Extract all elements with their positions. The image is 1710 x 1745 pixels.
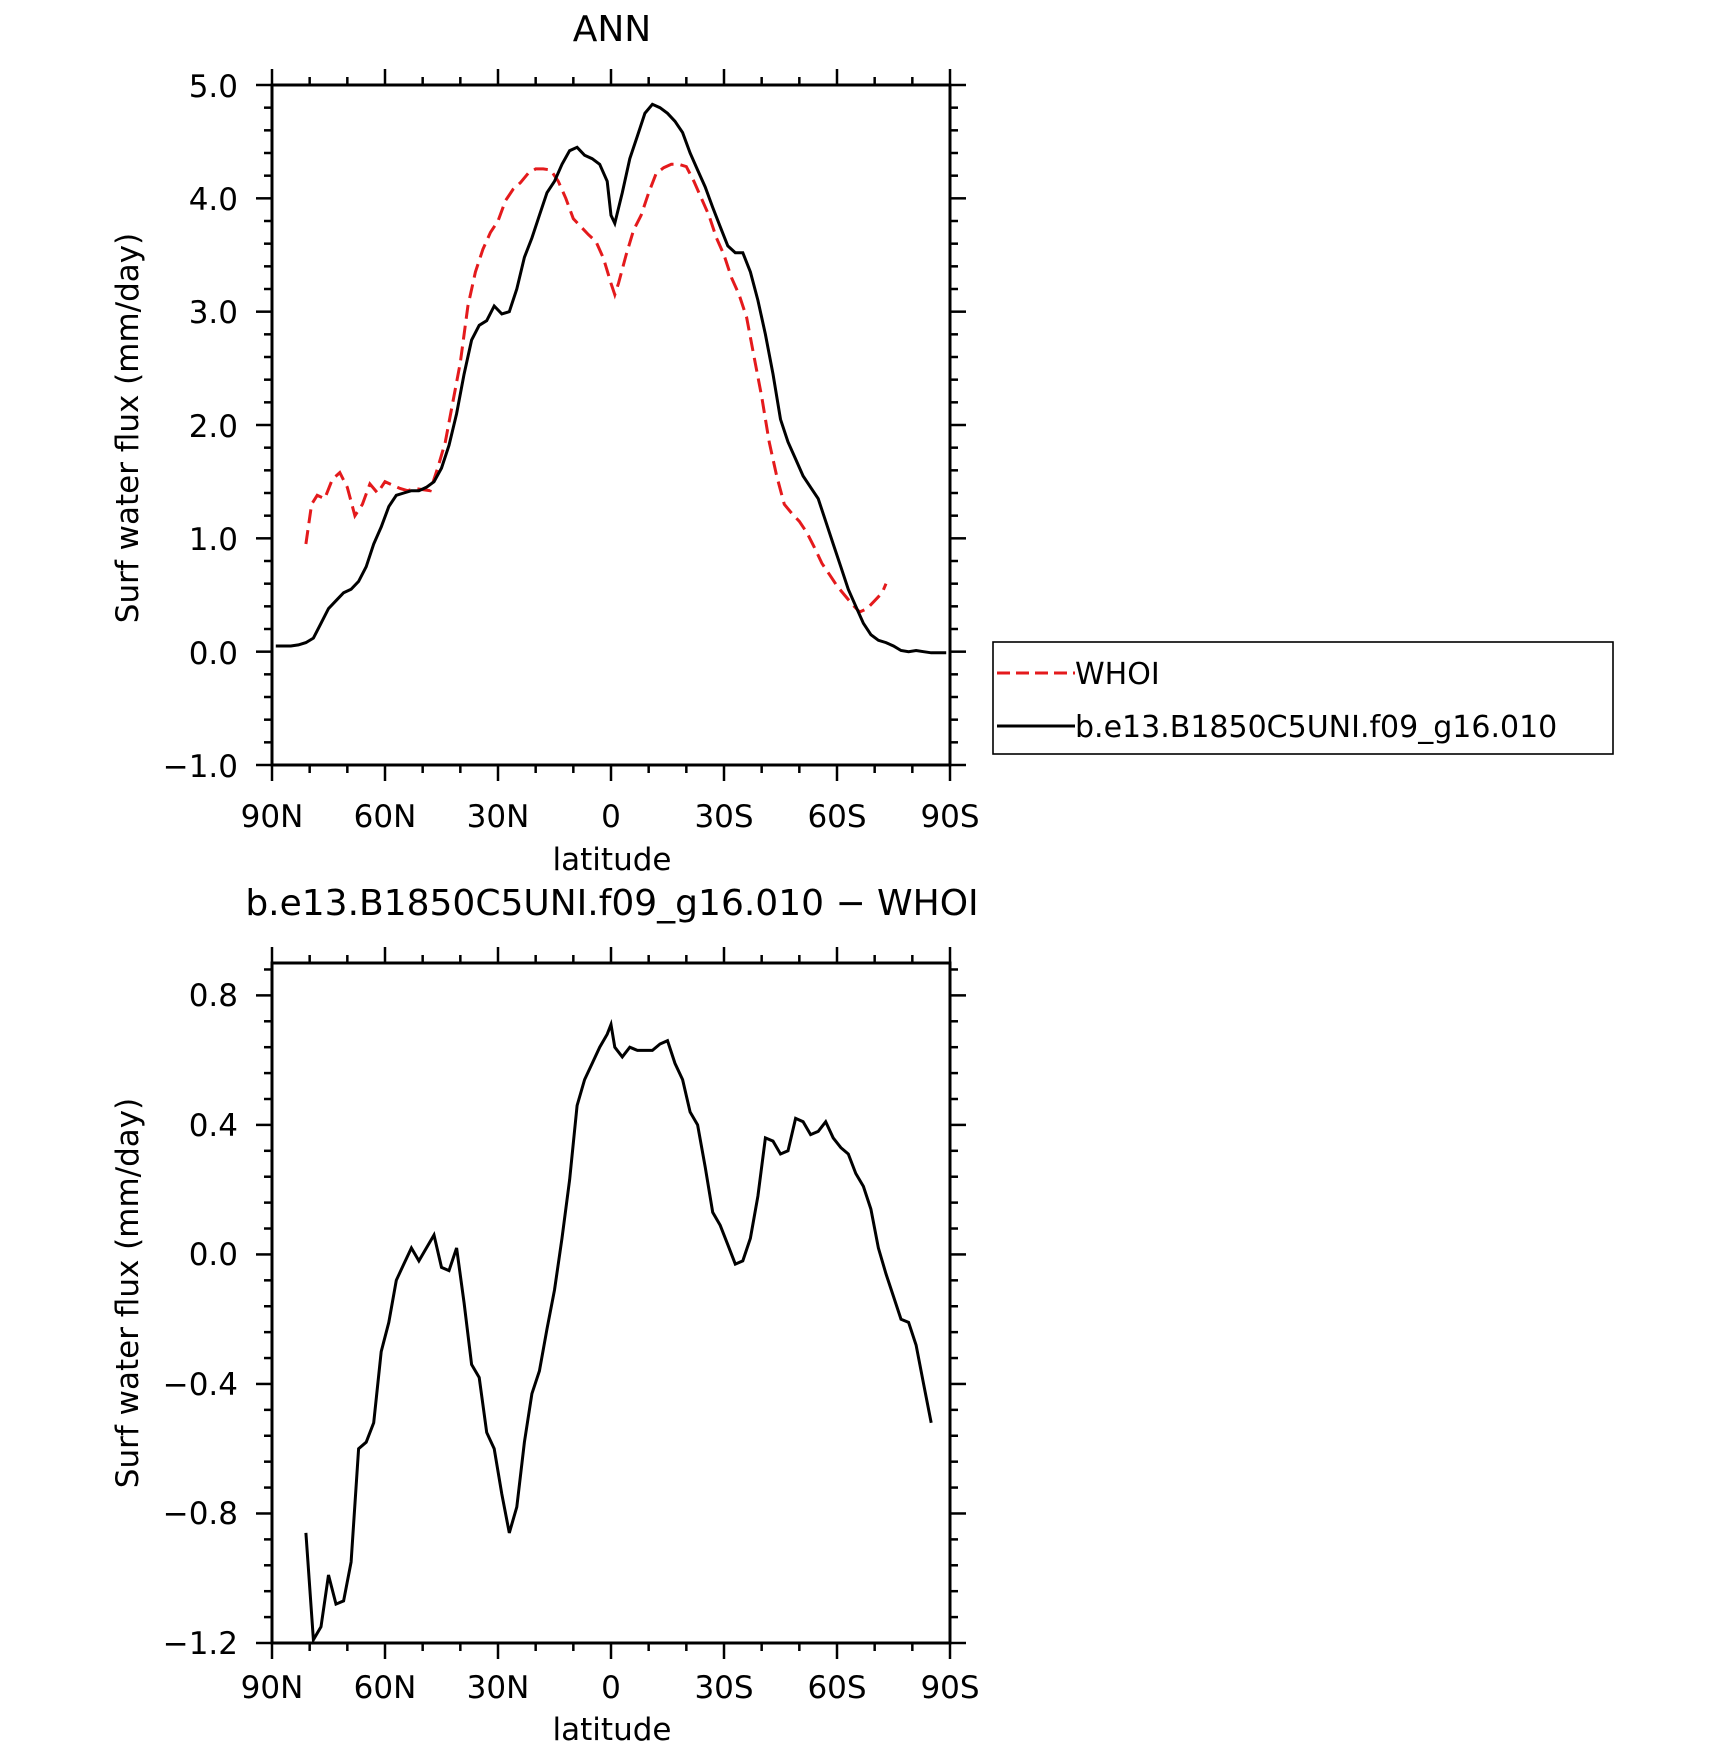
top-y-tick-label: −1.0 <box>163 749 238 785</box>
top-y-tick-label: 2.0 <box>189 409 238 445</box>
bottom-x-tick-label: 60N <box>354 1670 417 1706</box>
top-x-tick-label: 60N <box>354 799 417 835</box>
bottom-panel: b.e13.B1850C5UNI.f09_g16.010 − WHOI Surf… <box>110 883 980 1745</box>
bottom-axis-ticks <box>256 947 966 1659</box>
top-y-tick-label: 3.0 <box>189 295 238 331</box>
bottom-x-tick-label: 30N <box>467 1670 530 1706</box>
bottom-chart-title: b.e13.B1850C5UNI.f09_g16.010 − WHOI <box>245 883 978 924</box>
top-x-tick-label: 90N <box>241 799 304 835</box>
top-x-tick-label: 0 <box>601 799 621 835</box>
top-y-tick-label: 4.0 <box>189 182 238 218</box>
top-x-tick-label: 30S <box>694 799 753 835</box>
top-y-tick-label: 1.0 <box>189 522 238 558</box>
model-series-line <box>275 102 947 655</box>
top-y-tick-label: 0.0 <box>189 636 238 672</box>
legend-label-whoi: WHOI <box>1075 657 1160 692</box>
bottom-x-tick-label: 90S <box>920 1670 979 1706</box>
top-chart-title: ANN <box>573 9 652 50</box>
bottom-y-tick-label: −0.8 <box>163 1496 238 1532</box>
bottom-tick-labels: 90N 60N 30N 0 30S 60S 90S −1.2 −0.8 −0.4… <box>163 978 980 1706</box>
bottom-y-tick-label: −1.2 <box>163 1626 238 1662</box>
top-x-tick-label: 90S <box>920 799 979 835</box>
bottom-x-tick-label: 60S <box>807 1670 866 1706</box>
bottom-y-tick-label: 0.8 <box>189 978 238 1014</box>
whoi-series-line <box>304 162 888 614</box>
top-plot-frame <box>270 83 952 767</box>
bottom-y-axis-label: Surf water flux (mm/day) <box>110 1098 146 1488</box>
legend: WHOI b.e13.B1850C5UNI.f09_g16.010 <box>992 641 1614 755</box>
top-y-tick-label: 5.0 <box>189 69 238 105</box>
difference-series-line <box>304 1018 933 1645</box>
top-tick-labels: 90N 60N 30N 0 30S 60S 90S −1.0 0.0 1.0 2… <box>163 69 980 835</box>
bottom-y-tick-label: −0.4 <box>163 1367 238 1403</box>
top-x-tick-label: 30N <box>467 799 530 835</box>
bottom-y-tick-label: 0.0 <box>189 1237 238 1273</box>
top-x-axis-label: latitude <box>553 842 672 878</box>
bottom-y-tick-label: 0.4 <box>189 1108 238 1144</box>
top-panel: ANN Surf water flux (mm/day) latitude 90… <box>110 9 980 878</box>
legend-box <box>992 641 1614 755</box>
bottom-x-tick-label: 0 <box>601 1670 621 1706</box>
legend-label-model: b.e13.B1850C5UNI.f09_g16.010 <box>1075 710 1557 745</box>
top-x-tick-label: 60S <box>807 799 866 835</box>
top-y-axis-label: Surf water flux (mm/day) <box>110 233 146 623</box>
bottom-x-axis-label: latitude <box>553 1712 672 1745</box>
bottom-x-tick-label: 90N <box>241 1670 304 1706</box>
bottom-plot-frame <box>270 961 952 1645</box>
bottom-x-tick-label: 30S <box>694 1670 753 1706</box>
top-axis-ticks <box>256 69 966 781</box>
